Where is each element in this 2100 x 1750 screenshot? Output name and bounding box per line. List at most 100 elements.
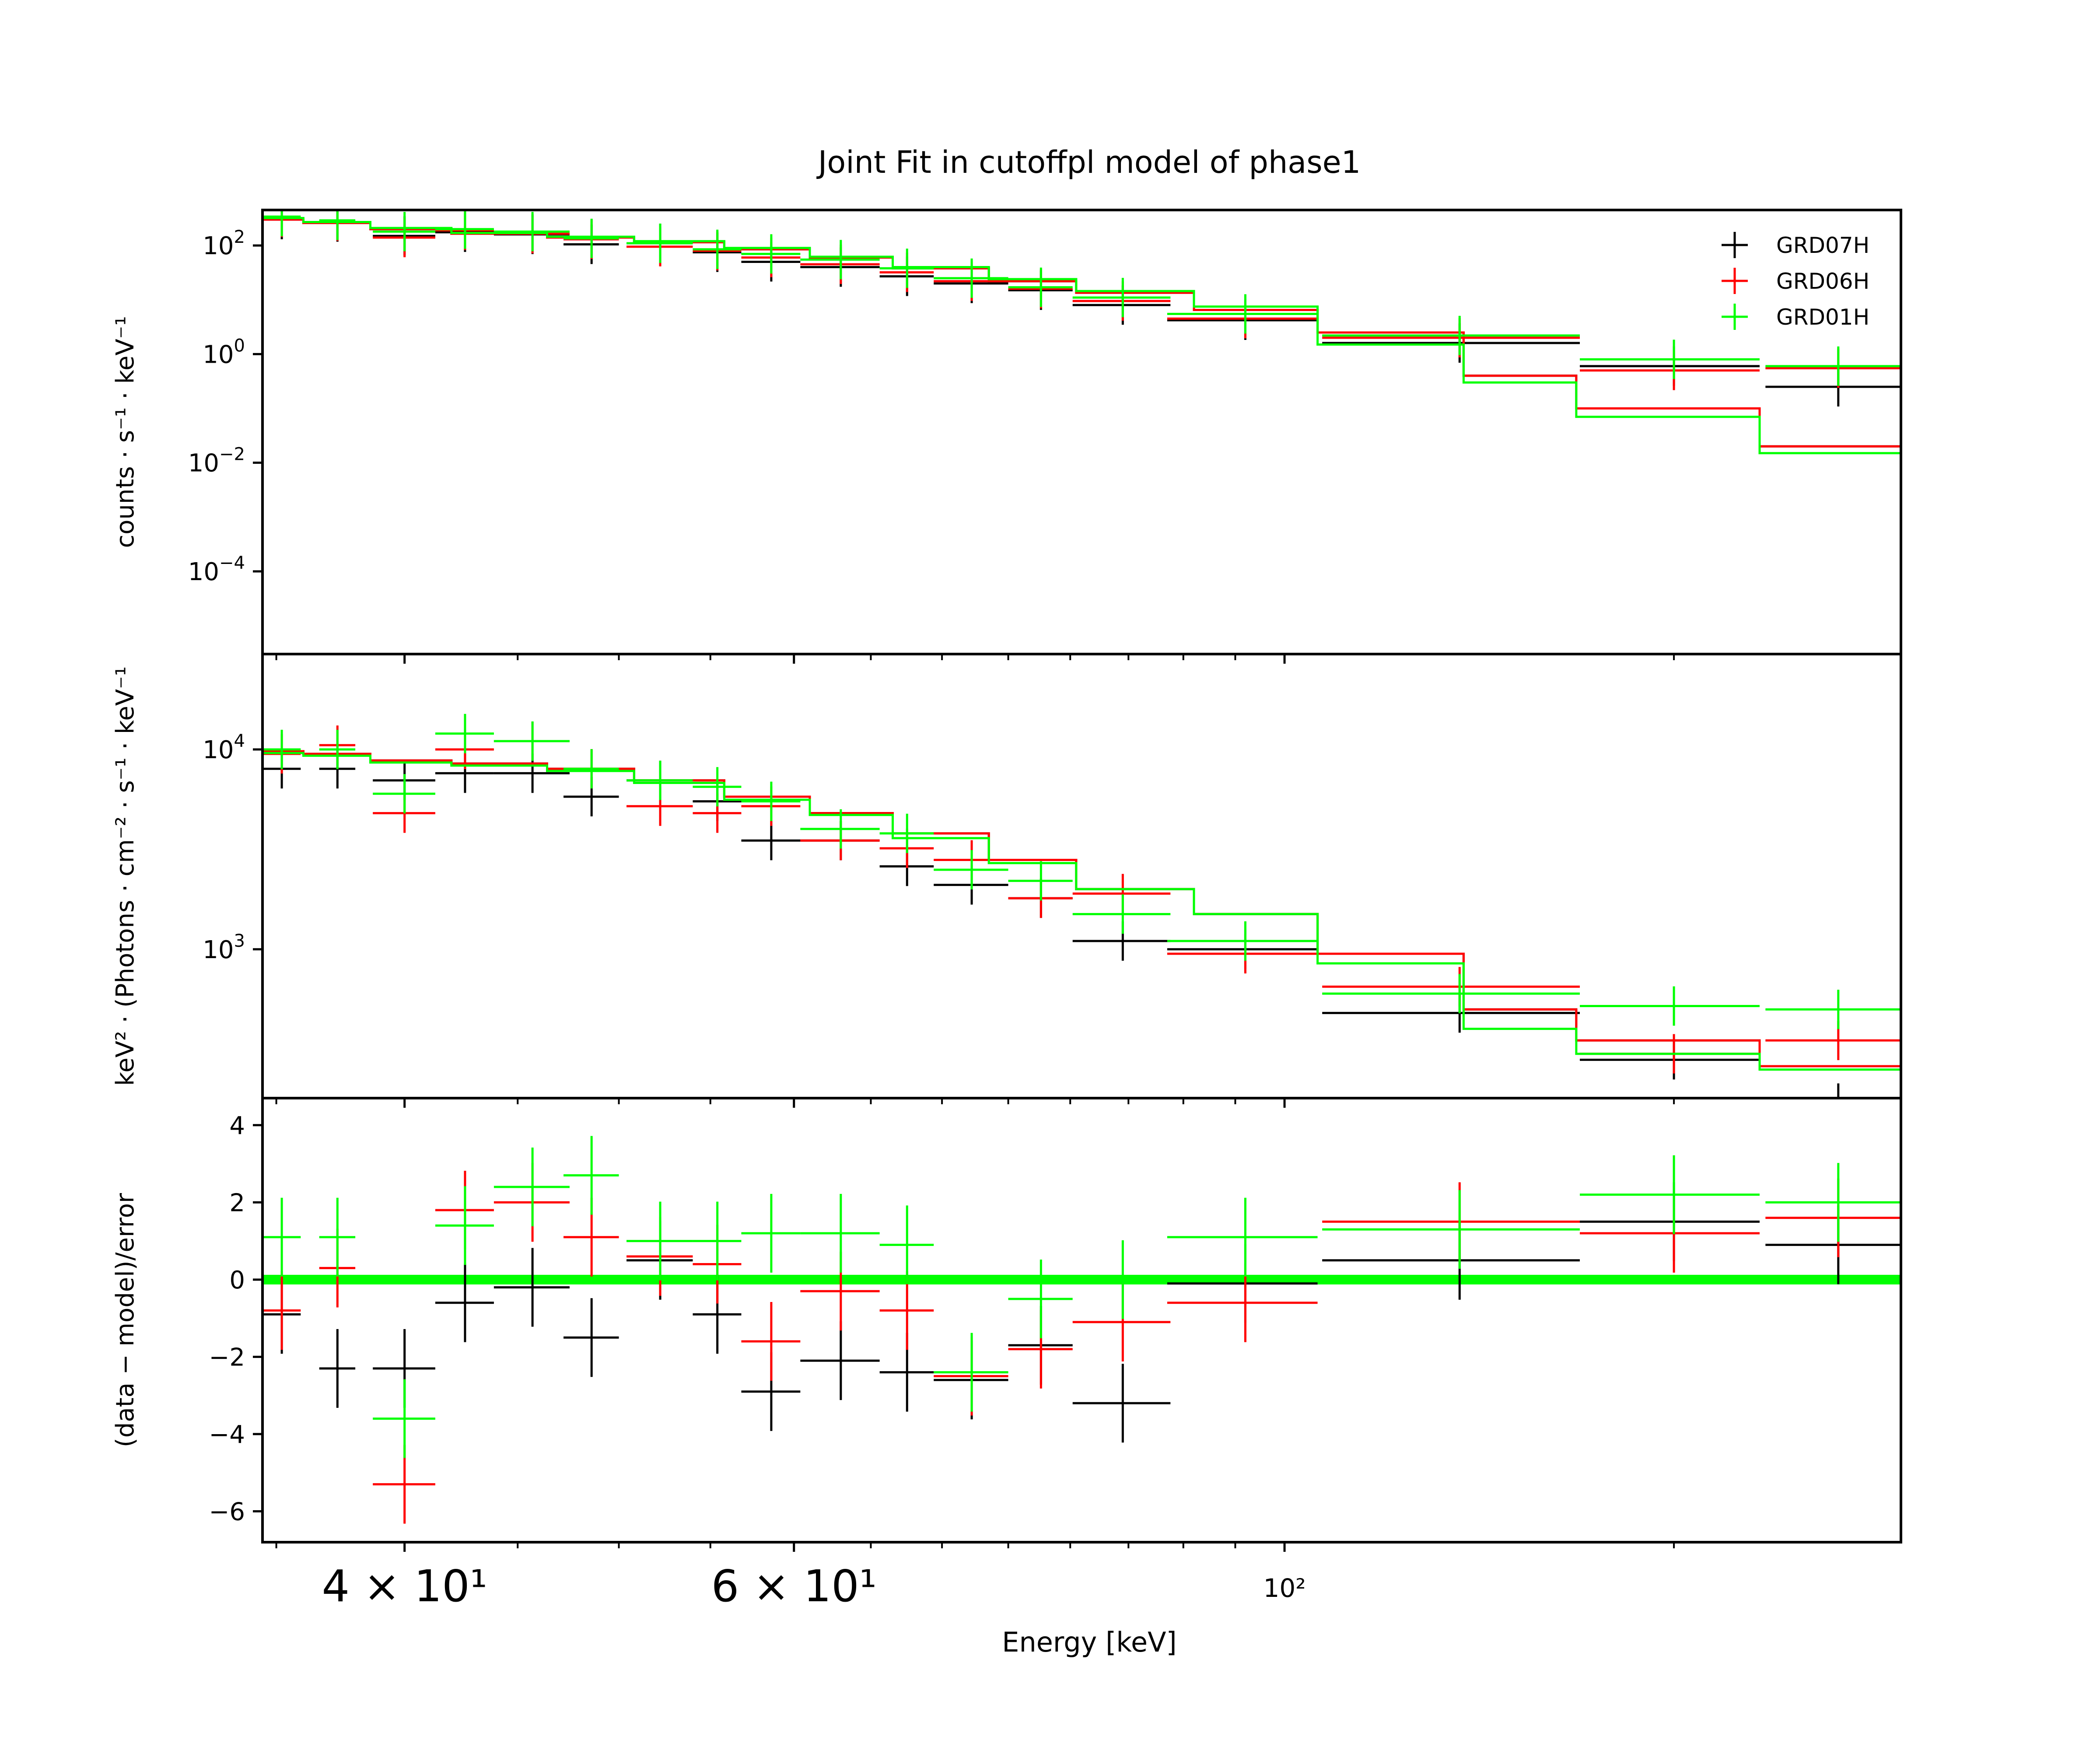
data-point-GRD06H [373,1445,435,1524]
data-point-GRD01H [373,774,435,814]
data-point-GRD01H [879,248,934,288]
data-point-GRD01H [262,729,301,769]
x-tick-label: 4 × 10¹ [322,1561,487,1612]
x-axis-label: Energy [keV] [1002,1626,1176,1658]
data-point-GRD07H [319,1329,356,1408]
y-axis-label: (data − model)/error [111,1193,140,1447]
data-point-GRD01H [319,1197,356,1277]
data-point-GRD01H [319,210,356,240]
y-tick-label: 4 [229,1112,245,1140]
model-GRD01H [262,752,1901,1071]
data-point-GRD07H [435,1263,494,1342]
y-tick-label: 0 [229,1266,245,1295]
data-point-GRD01H [626,1201,693,1281]
data-point-GRD06H [879,1271,934,1350]
legend: GRD07H GRD06H GRD01H [1722,232,1869,330]
data-point-GRD07H [741,821,801,861]
legend-entry-GRD01H: GRD01H [1722,304,1869,330]
data-point-GRD07H [564,1298,619,1377]
data-point-GRD01H [800,240,880,280]
data-point-GRD01H [564,749,619,789]
data-point-GRD06H [1167,1263,1318,1342]
data-point-GRD01H [741,234,801,274]
data-point-GRD01H [494,1148,570,1226]
data-point-GRD01H [1765,990,1901,1029]
data-point-GRD01H [1072,894,1171,934]
data-point-GRD01H [626,223,693,263]
legend-label: GRD06H [1776,269,1869,294]
data-point-GRD01H [435,714,494,753]
data-point-GRD01H [879,1205,934,1284]
data-point-GRD01H [373,1379,435,1458]
data-point-GRD01H [934,258,1008,298]
chart-title: Joint Fit in cutoffpl model of phase1 [816,144,1361,180]
x-tick-label: 6 × 10¹ [711,1561,877,1612]
panel-frame [261,1097,1902,1544]
data-point-GRD01H [1322,974,1580,1014]
series-GRD01H [262,714,1901,1071]
data-point-GRD01H [1167,294,1318,334]
data-point-GRD01H [934,1333,1008,1412]
y-tick-label: −6 [209,1498,245,1526]
data-point-GRD01H [879,813,934,853]
legend-label: GRD01H [1776,304,1869,330]
data-point-GRD01H [262,1197,301,1277]
data-point-GRD01H [1008,861,1073,901]
y-tick-label: −4 [209,1421,245,1449]
data-point-GRD01H [435,210,494,249]
data-point-GRD07H [1072,1364,1171,1443]
data-point-GRD01H [693,767,742,807]
data-point-GRD01H [1008,1259,1073,1338]
data-point-GRD01H [262,210,301,237]
data-point-GRD06H [262,1271,301,1350]
data-point-GRD01H [1322,315,1580,355]
series-GRD01H [262,210,1901,455]
y-axis-label: counts · s⁻¹ · keV⁻¹ [111,316,140,548]
data-point-GRD01H [564,1136,619,1215]
data-point-GRD01H [1580,1155,1760,1234]
x-axis: 4 × 10¹ 6 × 10¹ 10² [322,1561,1306,1612]
data-point-GRD01H [1322,1190,1580,1269]
y-axis-label: keV² · (Photons · cm⁻² · s⁻¹ · keV⁻¹ [111,666,140,1086]
data-point-GRD01H [693,1201,742,1281]
data-point-GRD01H [494,721,570,761]
data-point-GRD01H [1765,1163,1901,1242]
data-point-GRD01H [1580,986,1760,1026]
data-point-GRD01H [741,781,801,821]
data-point-GRD01H [319,729,356,769]
plot-area-counts [262,210,1901,455]
data-point-GRD01H [1765,346,1901,386]
data-point-GRD07H [494,1248,570,1327]
y-tick-label: −2 [209,1343,245,1372]
legend-entry-GRD06H: GRD06H [1722,268,1869,294]
data-point-GRD06H [741,1302,801,1381]
data-point-GRD01H [1072,1240,1171,1319]
data-point-GRD01H [1580,340,1760,379]
y-tick-label: 2 [229,1189,245,1217]
data-point-GRD01H [741,1194,801,1273]
data-point-GRD01H [1167,921,1318,961]
data-point-GRD07H [1837,1083,1840,1098]
data-point-GRD01H [1008,267,1073,307]
panel-residuals: 4 2 0 −2 −4 −6 (data − model)/error [111,1097,1902,1552]
data-point-GRD07H [800,1321,880,1400]
data-point-GRD01H [373,212,435,252]
data-point-GRD01H [494,212,570,252]
data-point-GRD01H [1072,278,1171,318]
series-GRD01H [262,1136,1901,1458]
data-point-GRD01H [435,1186,494,1265]
data-point-GRD01H [934,850,1008,889]
plot-area-residuals [262,1136,1901,1524]
data-point-GRD01H [800,809,880,849]
y-tick-label: 10−4 [188,553,245,586]
legend-label: GRD07H [1776,233,1869,258]
x-tick-label: 10² [1264,1573,1306,1603]
data-point-GRD01H [1167,1197,1318,1277]
legend-entry-GRD07H: GRD07H [1722,232,1869,258]
data-point-GRD01H [693,229,742,269]
